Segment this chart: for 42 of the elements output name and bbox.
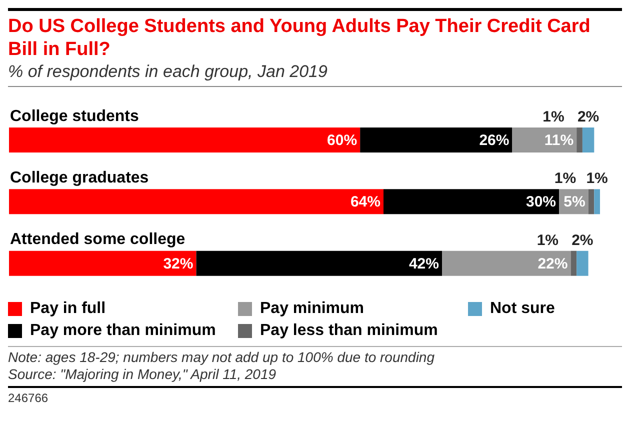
data-label: 2% — [572, 232, 594, 249]
data-label: 60% — [327, 132, 358, 149]
data-label: 26% — [479, 132, 510, 149]
data-label: 2% — [577, 108, 600, 126]
data-label: 22% — [538, 255, 568, 272]
bar — [442, 250, 571, 276]
bar — [594, 189, 600, 214]
source-note: Source: "Majoring in Money," April 11, 2019 — [8, 366, 278, 383]
bar — [570, 250, 577, 276]
chart-title: Do US College Students and Young Adults Pay Their Credit Card Bill in Full? — [8, 15, 592, 61]
legend-label: Pay minimum — [260, 300, 364, 318]
data-label: 1% — [542, 108, 564, 126]
data-label: 42% — [408, 255, 440, 272]
bar — [360, 128, 512, 152]
bar — [576, 250, 588, 276]
bar — [9, 128, 360, 152]
bar — [512, 128, 577, 152]
bar — [9, 189, 384, 214]
bar — [383, 189, 560, 214]
legend-label: Pay more than minimum — [30, 322, 216, 340]
chart-subtitle: % of respondents in each group, Jan 2019 — [8, 61, 328, 83]
legend-label: Pay in full — [30, 300, 106, 318]
data-label: 64% — [350, 194, 380, 211]
bar — [9, 250, 196, 276]
data-label: 11% — [544, 132, 574, 149]
y-tick-label: College graduates — [10, 170, 149, 186]
data-label: 1% — [586, 170, 608, 188]
bar — [588, 189, 594, 214]
legend-label: Pay less than minimum — [260, 322, 438, 340]
text: 246766 — [8, 386, 622, 405]
data-label: 1% — [554, 170, 576, 188]
data-label: 5% — [564, 194, 586, 211]
y-tick-label: College students — [10, 108, 140, 125]
bar — [576, 128, 582, 152]
data-label: 1% — [536, 232, 559, 249]
y-tick-label: Attended some college — [10, 231, 186, 248]
text: Note: ages 18-29; numbers may not add up to 100% due to rounding — [8, 349, 436, 366]
bar — [196, 250, 442, 276]
data-label: 30% — [526, 194, 556, 211]
data-label: 32% — [163, 255, 194, 272]
bar — [582, 128, 594, 152]
legend-label: Not sure — [490, 300, 555, 318]
